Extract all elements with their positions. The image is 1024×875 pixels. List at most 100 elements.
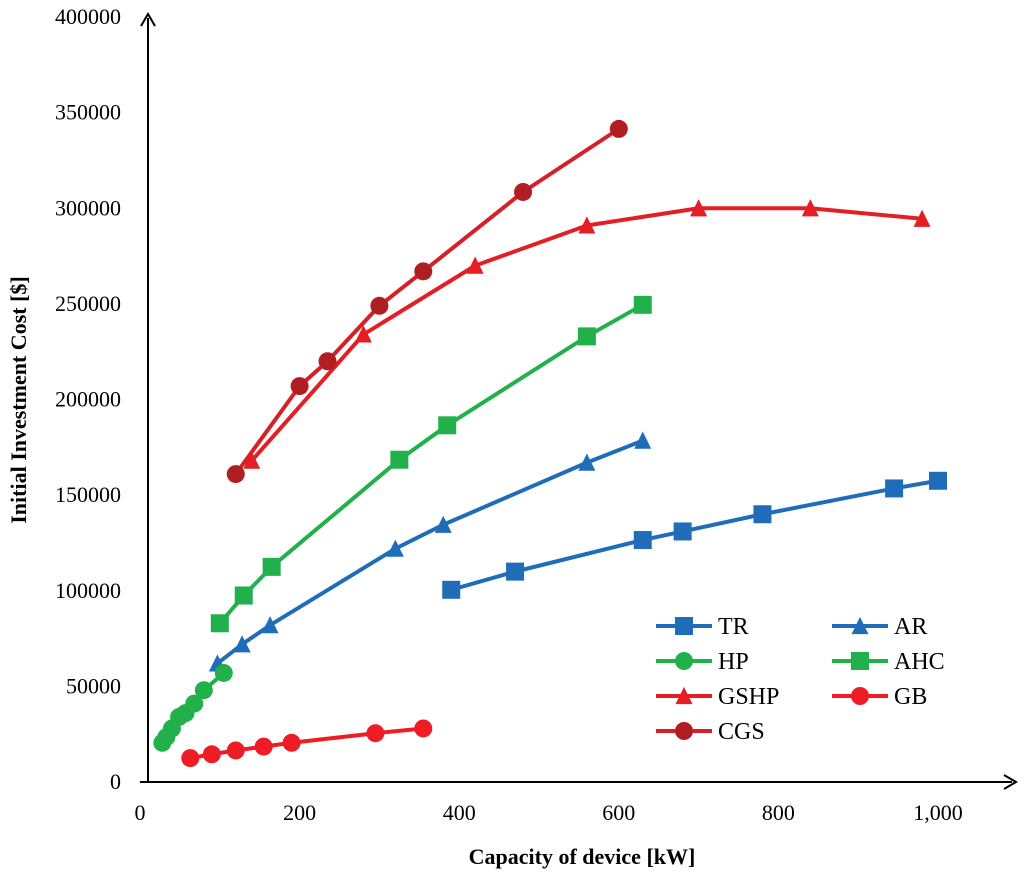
y-tick-label: 100000 (55, 578, 121, 603)
legend-item-ahc: AHC (832, 649, 945, 675)
legend-marker-hp (675, 652, 693, 670)
data-point-gb (366, 724, 385, 743)
data-point-gshp (466, 256, 484, 274)
data-point-gshp (243, 451, 261, 469)
data-point-hp (185, 694, 204, 713)
legend-item-gb: GB (832, 684, 927, 710)
series-line-gb (189, 726, 424, 761)
data-point-tr (929, 471, 947, 490)
series-layer (153, 119, 947, 768)
data-point-cgs (414, 262, 433, 281)
series-cgs (226, 119, 628, 484)
y-tick-label: 400000 (55, 4, 121, 29)
axes (140, 12, 1018, 790)
data-point-gshp (913, 209, 931, 227)
x-tick-label: 0 (135, 800, 146, 825)
y-tick-label: 150000 (55, 482, 121, 507)
x-axis-title: Capacity of device [kW] (469, 844, 696, 869)
data-point-cgs (609, 119, 628, 138)
legend-item-gshp: GSHP (656, 684, 779, 710)
data-point-ahc (577, 327, 596, 346)
series-gb (181, 719, 433, 768)
data-point-cgs (370, 296, 389, 315)
series-hp (153, 663, 233, 752)
legend-marker-gb (851, 687, 869, 705)
legend-label-gb: GB (894, 684, 927, 710)
data-point-gb (181, 749, 200, 768)
legend-item-tr: TR (656, 614, 749, 640)
x-tick-label: 600 (602, 800, 635, 825)
data-point-ahc (210, 614, 229, 633)
y-axis-title: Initial Investment Cost [$] (6, 276, 31, 524)
series-line-ar (216, 438, 644, 666)
data-point-hp (194, 681, 213, 700)
data-point-cgs (318, 352, 337, 371)
legend-label-ahc: AHC (894, 649, 945, 675)
data-point-cgs (290, 377, 309, 396)
legend: TR AR HP AHC GSHP GB CGS (656, 614, 945, 745)
data-point-tr (885, 479, 904, 498)
legend-label-gshp: GSHP (718, 684, 779, 710)
y-tick-label: 300000 (55, 195, 121, 220)
data-point-cgs (226, 465, 245, 484)
data-point-ar (634, 431, 652, 449)
series-ar (208, 431, 652, 672)
data-point-ar (386, 539, 404, 557)
data-point-ar (434, 515, 452, 533)
series-gshp (243, 199, 931, 469)
legend-label-cgs: CGS (718, 719, 765, 745)
data-point-gb (414, 719, 433, 738)
legend-marker-cgs (675, 722, 693, 740)
y-tick-label: 50000 (66, 673, 121, 698)
legend-marker-tr (675, 617, 693, 635)
data-point-cgs (514, 182, 533, 201)
data-point-gb (226, 741, 245, 760)
data-point-gshp (690, 199, 708, 217)
legend-item-cgs: CGS (656, 719, 765, 745)
data-point-ahc (390, 450, 409, 469)
data-point-ahc (234, 586, 253, 605)
data-point-gshp (801, 199, 819, 217)
series-tr (442, 471, 947, 599)
y-tick-label: 350000 (55, 100, 121, 125)
legend-label-hp: HP (718, 649, 749, 675)
x-tick-label: 1,000 (913, 800, 963, 825)
data-point-ar (578, 453, 596, 471)
y-tick-label: 0 (110, 769, 121, 794)
data-point-gb (282, 733, 301, 752)
series-ahc (210, 295, 652, 633)
data-point-tr (442, 580, 461, 599)
data-point-ar (233, 635, 251, 653)
legend-marker-ar (851, 616, 869, 635)
y-axis-ticks: 0 50000 100000 150000 200000 250000 300000 3500… (55, 4, 121, 794)
data-point-gb (254, 737, 273, 756)
data-point-ahc (438, 416, 457, 435)
series-line-tr (450, 478, 939, 592)
y-axis-arrow (140, 12, 156, 27)
legend-item-ar: AR (832, 614, 927, 640)
data-point-ahc (633, 295, 652, 314)
data-point-ahc (262, 557, 281, 576)
x-tick-label: 200 (283, 800, 316, 825)
x-axis-ticks: 0 200 400 600 800 1,000 (135, 800, 963, 825)
series-line-cgs (234, 127, 620, 476)
y-tick-label: 200000 (55, 387, 121, 412)
data-point-gshp (354, 325, 372, 343)
legend-marker-gshp (675, 686, 693, 705)
data-point-ar (261, 616, 279, 634)
data-point-tr (753, 505, 772, 524)
legend-item-hp: HP (656, 649, 749, 675)
data-point-gb (202, 745, 221, 764)
y-tick-label: 250000 (55, 291, 121, 316)
data-point-tr (673, 522, 692, 541)
x-axis-arrow (1003, 774, 1018, 790)
x-tick-label: 400 (443, 800, 476, 825)
legend-label-tr: TR (718, 614, 749, 640)
data-point-gshp (578, 216, 596, 234)
data-point-hp (214, 663, 233, 682)
legend-marker-ahc (851, 652, 869, 670)
data-point-tr (633, 531, 652, 550)
data-point-tr (506, 562, 525, 581)
x-tick-label: 800 (762, 800, 795, 825)
